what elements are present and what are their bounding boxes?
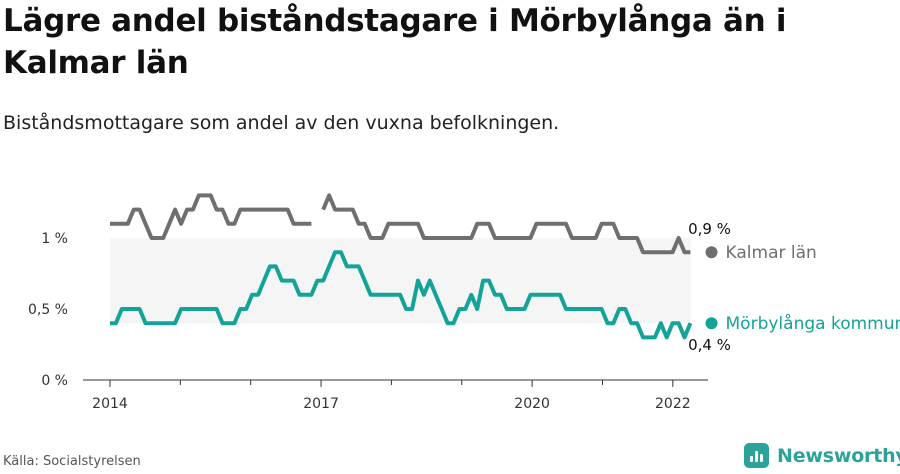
source-note: Källa: Socialstyrelsen bbox=[3, 454, 141, 469]
series-lines bbox=[110, 193, 693, 340]
y-tick-label: 1 % bbox=[41, 231, 68, 247]
x-tick-label: 2020 bbox=[514, 396, 550, 412]
chart-subtitle: Biståndsmottagare som andel av den vuxna… bbox=[3, 112, 560, 134]
end-marker-morbylanga bbox=[705, 317, 718, 330]
newsworthy-logo: Newsworthy bbox=[744, 443, 900, 468]
end-value-morbylanga: 0,4 % bbox=[688, 336, 731, 354]
x-axis: 2014 2017 2020 2022 bbox=[83, 379, 708, 412]
newsworthy-logo-icon bbox=[744, 443, 769, 468]
x-tick-label: 2017 bbox=[303, 396, 339, 412]
brand-name: Newsworthy bbox=[777, 444, 900, 467]
series-line-morbylanga bbox=[110, 250, 693, 340]
series-label-kalmar: Kalmar län bbox=[726, 243, 817, 263]
end-value-kalmar: 0,9 % bbox=[688, 220, 731, 238]
chart-title: Lägre andel biståndstagare i Mörbylånga … bbox=[3, 3, 787, 81]
x-tick-label: 2014 bbox=[92, 396, 128, 412]
y-axis: 0 % 0,5 % 1 % bbox=[28, 231, 68, 389]
x-tick-label: 2022 bbox=[655, 396, 691, 412]
series-label-morbylanga: Mörbylånga kommun bbox=[726, 313, 900, 334]
series-line-kalmar bbox=[110, 193, 691, 255]
end-marker-kalmar bbox=[705, 246, 718, 259]
series-end-markers: Kalmar län 0,9 % Mörbylånga kommun 0,4 % bbox=[688, 220, 900, 354]
y-tick-label: 0,5 % bbox=[28, 302, 68, 318]
y-tick-label: 0 % bbox=[41, 373, 68, 389]
